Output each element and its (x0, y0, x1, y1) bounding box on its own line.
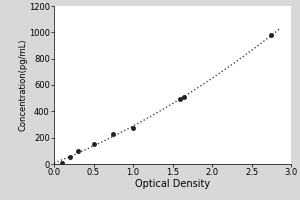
Y-axis label: Concentration(pg/mL): Concentration(pg/mL) (18, 39, 27, 131)
X-axis label: Optical Density: Optical Density (135, 179, 210, 189)
